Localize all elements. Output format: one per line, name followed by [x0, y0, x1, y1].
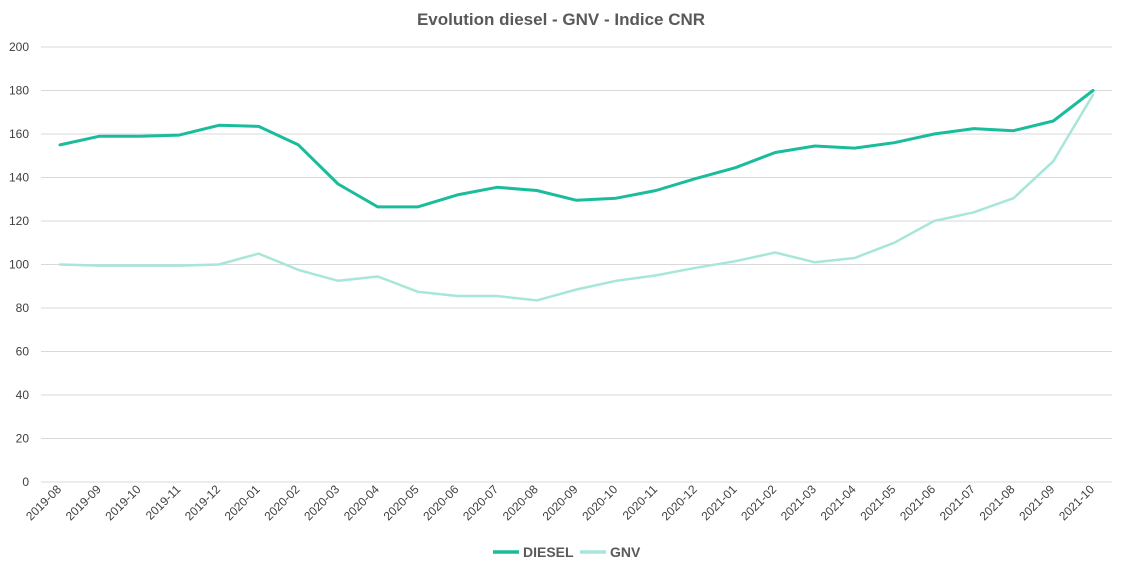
series-line-diesel	[58, 89, 1095, 209]
x-tick-label: 2021-02	[738, 482, 779, 523]
y-tick-label: 100	[9, 258, 29, 272]
x-tick-label: 2021-03	[778, 482, 819, 523]
x-tick-label: 2020-07	[460, 482, 501, 523]
x-tick-label: 2020-06	[420, 482, 461, 523]
x-tick-label: 2021-06	[897, 482, 938, 523]
x-tick-label: 2019-12	[182, 482, 223, 523]
x-tick-label: 2020-05	[381, 482, 422, 523]
x-tick-label: 2021-04	[818, 482, 859, 523]
x-tick-label: 2021-05	[857, 482, 898, 523]
legend-label-gnv: GNV	[610, 544, 641, 560]
x-tick-label: 2021-10	[1056, 482, 1097, 523]
x-tick-label: 2020-10	[579, 482, 620, 523]
y-tick-label: 40	[16, 388, 30, 402]
y-tick-label: 180	[9, 84, 29, 98]
x-tick-label: 2019-11	[143, 482, 184, 523]
legend: DIESEL GNV	[493, 544, 641, 560]
x-tick-label: 2020-12	[659, 482, 700, 523]
y-tick-label: 0	[22, 475, 29, 489]
x-tick-label: 2019-08	[23, 482, 64, 523]
x-tick-label: 2021-08	[977, 482, 1018, 523]
y-tick-label: 20	[16, 432, 30, 446]
series-line-gnv	[58, 93, 1095, 302]
x-tick-label: 2019-09	[63, 482, 104, 523]
y-tick-label: 80	[16, 301, 30, 315]
x-tick-label: 2021-01	[698, 482, 739, 523]
x-tick-label: 2021-09	[1016, 482, 1057, 523]
x-tick-label: 2020-08	[500, 482, 541, 523]
y-tick-label: 160	[9, 127, 29, 141]
x-tick-label: 2020-03	[301, 482, 342, 523]
y-tick-label: 200	[9, 40, 29, 54]
series-lines	[58, 89, 1095, 302]
x-tick-label: 2020-09	[540, 482, 581, 523]
chart-title: Evolution diesel - GNV - Indice CNR	[417, 10, 705, 29]
y-axis-ticks: 0 20 40 60 80 100 120 140 160 180 200	[9, 40, 29, 489]
y-tick-label: 140	[9, 171, 29, 185]
x-tick-label: 2020-01	[222, 482, 263, 523]
x-tick-label: 2019-10	[103, 482, 144, 523]
x-tick-label: 2020-04	[341, 482, 382, 523]
y-tick-label: 60	[16, 345, 30, 359]
x-tick-label: 2020-02	[261, 482, 302, 523]
x-tick-label: 2021-07	[937, 482, 978, 523]
y-tick-label: 120	[9, 214, 29, 228]
legend-label-diesel: DIESEL	[523, 544, 574, 560]
x-tick-label: 2020-11	[620, 482, 661, 523]
